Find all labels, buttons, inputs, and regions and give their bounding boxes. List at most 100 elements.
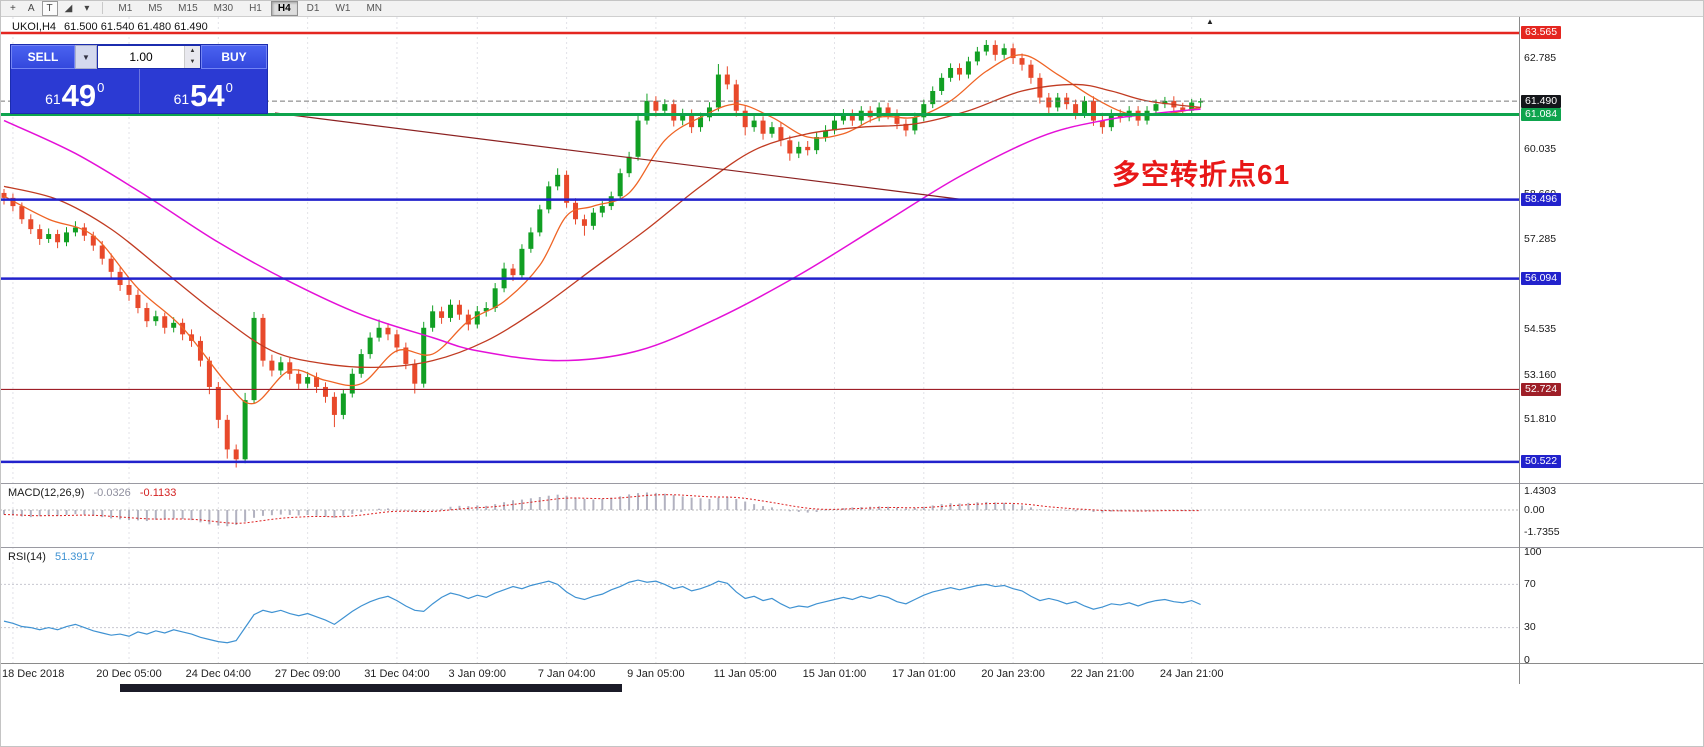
candle-body xyxy=(305,377,311,384)
volume-decrease-button[interactable]: ▼ xyxy=(185,57,200,68)
candle-body xyxy=(278,362,284,371)
price-tick-label: 100 xyxy=(1524,545,1542,558)
candle-body xyxy=(814,137,820,151)
timeframe-m1-button[interactable]: M1 xyxy=(111,1,139,16)
price-tick-label: 62.785 xyxy=(1524,52,1557,65)
text-tool-button[interactable]: T xyxy=(41,0,58,16)
rsi-indicator-label: RSI(14) 51.3917 xyxy=(8,551,95,563)
volume-dropdown-button[interactable]: ▼ xyxy=(75,45,97,69)
time-scale[interactable]: 18 Dec 2018 20 Dec 05:00 24 Dec 04:00 27 De… xyxy=(0,663,1704,685)
current-price-label: 61.490 xyxy=(1521,94,1562,108)
sell-price-prefix: 61 xyxy=(45,91,61,107)
chart-title: UKOI,H4 61.500 61.540 61.480 61.490 xyxy=(12,21,208,33)
candle-body xyxy=(340,393,346,415)
volume-field: ▲ ▼ xyxy=(97,45,201,69)
rsi-line xyxy=(3,579,1201,644)
candle-body xyxy=(46,234,52,239)
macd-name: MACD(12,26,9) xyxy=(8,487,85,499)
panel-separators xyxy=(0,483,1704,548)
taskbar-fragment xyxy=(120,684,622,692)
buy-price-sup: 0 xyxy=(225,80,233,95)
candle-body xyxy=(474,311,480,325)
candle-body xyxy=(37,229,43,239)
candle-body xyxy=(1153,104,1159,111)
candle-body xyxy=(385,327,391,335)
chart-text-annotation[interactable]: 多空转折点61 xyxy=(1112,159,1291,190)
candle-body xyxy=(55,234,61,243)
chart-canvas[interactable] xyxy=(0,0,1704,684)
candle-body xyxy=(81,227,87,236)
moving-averages-layer xyxy=(3,54,1201,405)
volume-input[interactable] xyxy=(98,46,184,68)
text-annotation-tool-button[interactable]: A xyxy=(23,1,40,16)
candle-body xyxy=(751,120,757,128)
timeframe-m15-button[interactable]: M15 xyxy=(171,1,204,16)
candle-body xyxy=(126,285,132,295)
volume-increase-button[interactable]: ▲ xyxy=(185,46,200,57)
timeframe-w1-button[interactable]: W1 xyxy=(328,1,357,16)
ma-slow-line xyxy=(3,108,1201,362)
candle-body xyxy=(510,268,516,276)
timeframe-h1-button[interactable]: H1 xyxy=(242,1,269,16)
price-scale[interactable]: 62.78560.03558.66057.28554.53553.16051.8… xyxy=(1519,17,1704,684)
candle-body xyxy=(573,202,579,220)
time-axis-label: 24 Jan 21:00 xyxy=(1159,668,1224,680)
candle-body xyxy=(1028,64,1034,78)
trendline[interactable] xyxy=(274,112,966,201)
candle-body xyxy=(1108,114,1114,128)
shapes-dropdown-button[interactable]: ▾ xyxy=(79,1,94,16)
timeframe-m30-button[interactable]: M30 xyxy=(207,1,240,16)
candle-body xyxy=(1099,120,1105,128)
time-axis-label: 7 Jan 04:00 xyxy=(537,668,596,680)
buy-button[interactable]: BUY xyxy=(201,45,267,69)
macd-indicator-label: MACD(12,26,9) -0.0326 -0.1133 xyxy=(8,487,176,499)
shapes-tool-button[interactable]: ◢ xyxy=(60,1,78,16)
candle-body xyxy=(28,219,34,230)
candle-body xyxy=(242,400,248,460)
candle-body xyxy=(1010,48,1016,59)
macd-main-value: -0.0326 xyxy=(93,487,131,499)
timeframe-d1-button[interactable]: D1 xyxy=(300,1,327,16)
candle-body xyxy=(939,77,945,91)
crosshair-tool-button[interactable]: + xyxy=(5,1,21,16)
sell-button[interactable]: SELL xyxy=(11,45,75,69)
candle-body xyxy=(769,127,775,134)
time-axis-label: 3 Jan 09:00 xyxy=(448,668,507,680)
candle-body xyxy=(358,354,364,374)
candle-body xyxy=(403,347,409,364)
price-tick-label: 57.285 xyxy=(1524,232,1557,245)
candle-body xyxy=(805,146,811,151)
timeframe-h4-button[interactable]: H4 xyxy=(270,0,298,16)
candle-body xyxy=(1198,101,1204,103)
candle-body xyxy=(197,340,203,361)
price-tick-label: 54.535 xyxy=(1524,323,1557,336)
price-level-label: 63.565 xyxy=(1521,26,1562,40)
candle-body xyxy=(957,67,963,75)
price-tick-label: 51.810 xyxy=(1524,413,1557,426)
candle-body xyxy=(1073,104,1079,115)
candle-body xyxy=(153,316,159,322)
ma-fast-line xyxy=(3,54,1201,405)
candle-body xyxy=(162,316,168,328)
candle-body xyxy=(840,114,846,121)
candle-body xyxy=(1046,97,1052,108)
candle-body xyxy=(787,140,793,154)
candle-body xyxy=(742,110,748,128)
buy-price-display: 61 54 0 xyxy=(138,69,268,113)
candle-body xyxy=(581,219,587,226)
volume-spinner: ▲ ▼ xyxy=(184,46,200,68)
candle-body xyxy=(617,173,623,197)
candle-body xyxy=(983,44,989,52)
candle-body xyxy=(1082,100,1088,115)
candle-body xyxy=(430,311,436,328)
candle-body xyxy=(715,74,721,108)
timeframe-m5-button[interactable]: M5 xyxy=(141,1,169,16)
candle-body xyxy=(546,186,552,210)
timeframe-mn-button[interactable]: MN xyxy=(359,1,389,16)
candle-body xyxy=(90,235,96,246)
candle-body xyxy=(930,90,936,105)
candle-body xyxy=(1090,100,1096,121)
candle-body xyxy=(849,114,855,121)
time-axis-label: 9 Jan 05:00 xyxy=(627,668,685,680)
candle-body xyxy=(492,288,498,309)
